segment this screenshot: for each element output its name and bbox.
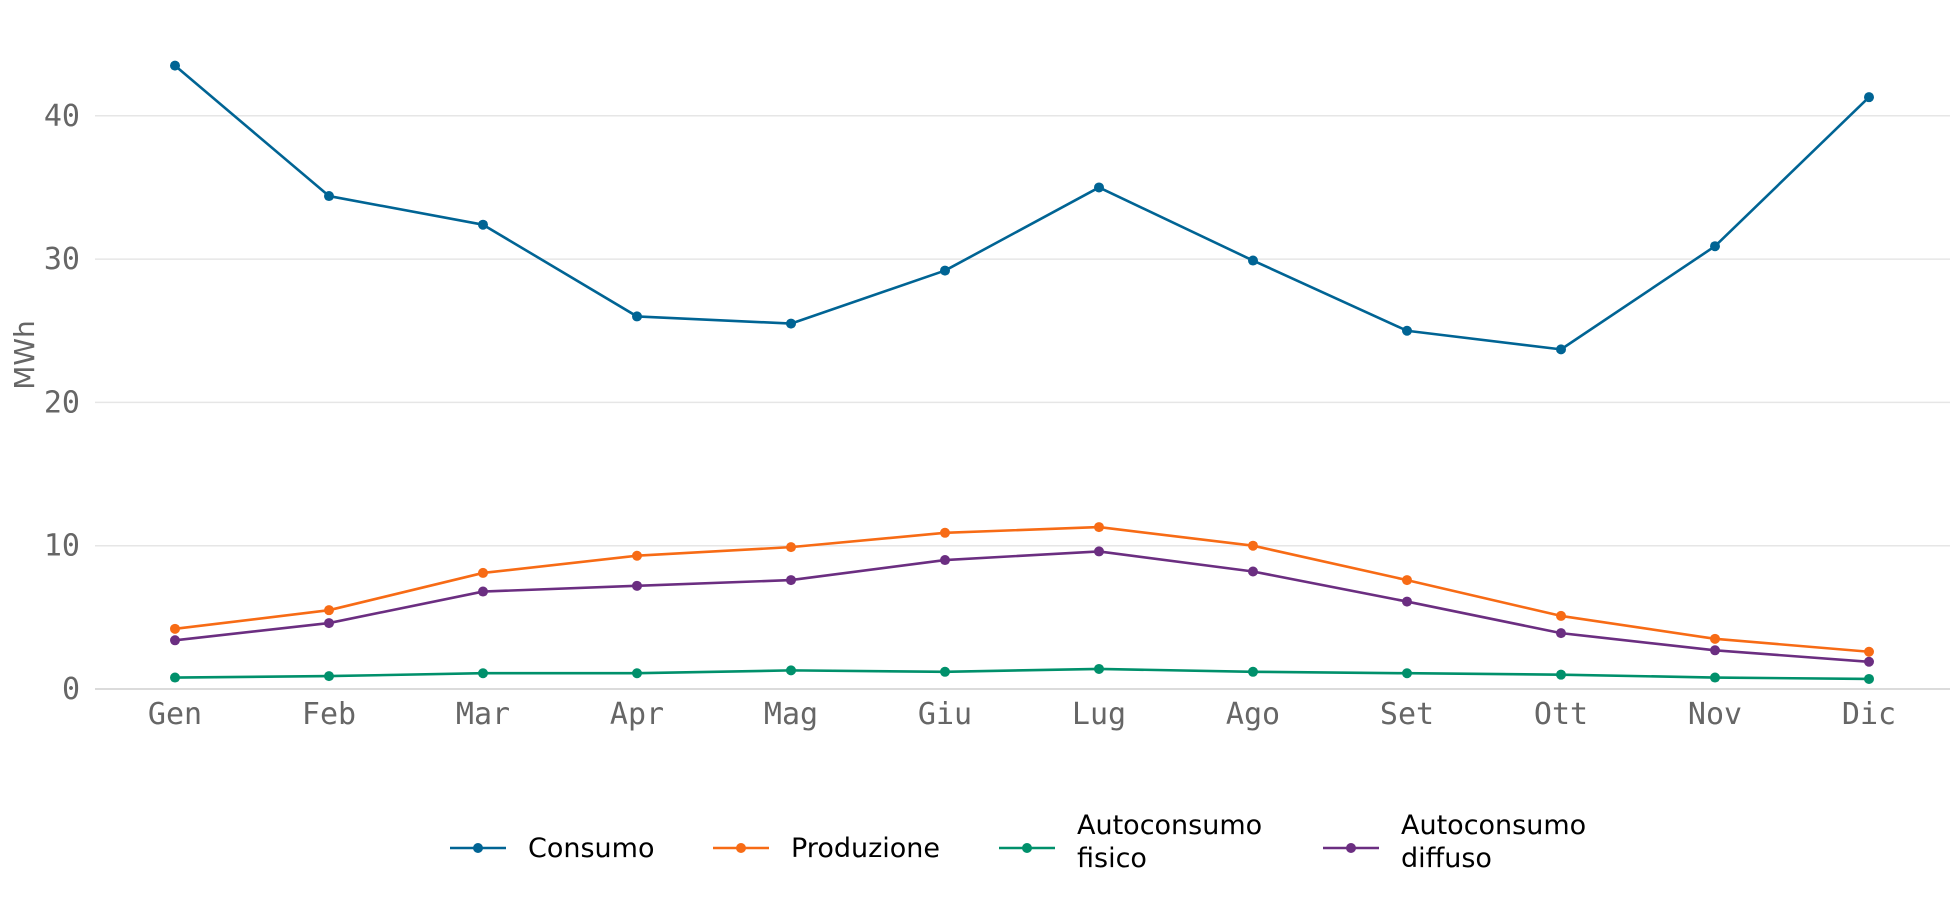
data-point xyxy=(1094,663,1104,674)
data-point xyxy=(324,671,334,682)
data-point xyxy=(1864,673,1874,684)
data-point xyxy=(940,666,950,677)
series-line xyxy=(174,64,1870,351)
data-point xyxy=(1556,344,1566,355)
data-point xyxy=(324,618,334,629)
legend-label: Autoconsumo xyxy=(1077,810,1262,841)
data-point xyxy=(1402,575,1412,586)
data-point xyxy=(786,318,796,329)
y-axis-label: MWh xyxy=(8,320,41,390)
y-tick-label: 40 xyxy=(44,99,80,134)
data-point xyxy=(786,575,796,586)
data-point xyxy=(1094,522,1104,533)
legend-label: diffuso xyxy=(1401,843,1492,874)
data-point xyxy=(1248,566,1258,577)
x-tick-label: Nov xyxy=(1688,697,1742,732)
legend-swatch-marker xyxy=(1346,843,1356,853)
legend-swatch-marker xyxy=(736,843,746,853)
x-tick-label: Dic xyxy=(1842,697,1896,732)
series-3 xyxy=(170,663,1874,684)
x-tick-label: Apr xyxy=(610,697,664,732)
x-tick-label: Ott xyxy=(1534,697,1588,732)
data-point xyxy=(478,567,488,578)
data-point xyxy=(1248,540,1258,551)
x-tick-label: Set xyxy=(1380,697,1434,732)
legend-item: Produzione xyxy=(713,833,940,864)
legend-item: Consumo xyxy=(450,833,654,864)
data-point xyxy=(478,586,488,597)
data-point xyxy=(170,672,180,683)
data-point xyxy=(1248,666,1258,677)
data-point xyxy=(1710,672,1720,683)
x-tick-label: Gen xyxy=(148,697,202,732)
data-point xyxy=(1710,645,1720,656)
data-point xyxy=(170,635,180,646)
y-tick-label: 10 xyxy=(44,529,80,564)
data-point xyxy=(324,605,334,616)
data-point xyxy=(1556,628,1566,639)
data-point xyxy=(1094,182,1104,193)
data-point xyxy=(786,542,796,553)
data-point xyxy=(1864,92,1874,103)
y-tick-label: 0 xyxy=(62,672,80,707)
x-tick-label: Mar xyxy=(456,697,510,732)
data-point xyxy=(632,311,642,322)
x-tick-label: Feb xyxy=(302,697,356,732)
data-point xyxy=(1556,669,1566,680)
series-4 xyxy=(170,546,1874,667)
x-tick-label: Lug xyxy=(1072,697,1126,732)
data-point xyxy=(1094,546,1104,557)
data-point xyxy=(1402,596,1412,607)
data-point xyxy=(478,668,488,679)
y-tick-label: 30 xyxy=(44,242,80,277)
x-tick-label: Ago xyxy=(1226,697,1280,732)
data-point xyxy=(1710,633,1720,644)
data-point xyxy=(632,550,642,561)
x-axis-ticks: Gen Feb Mar Apr Mag Giu Lug Ago Set Ott Nov Dic xyxy=(148,697,1896,732)
data-point xyxy=(1864,646,1874,657)
data-point xyxy=(1710,241,1720,252)
series-1 xyxy=(170,60,1874,355)
data-point xyxy=(170,623,180,634)
x-tick-label: Giu xyxy=(918,697,972,732)
data-point xyxy=(170,60,180,71)
data-point xyxy=(786,665,796,676)
data-point xyxy=(478,219,488,230)
series-line xyxy=(174,550,1870,664)
series-line xyxy=(174,667,1870,681)
legend: Consumo ProduzioneAutoconsumofisicoAutoco… xyxy=(450,810,1586,874)
series-layer xyxy=(170,60,1874,684)
series-line xyxy=(174,525,1870,654)
data-point xyxy=(1864,656,1874,667)
x-tick-label: Mag xyxy=(764,697,818,732)
legend-label: Produzione xyxy=(791,833,940,864)
legend-label: Consumo xyxy=(528,833,654,864)
data-point xyxy=(1402,668,1412,679)
data-point xyxy=(324,191,334,202)
data-point xyxy=(1402,325,1412,336)
legend-swatch-marker xyxy=(1022,843,1032,853)
data-point xyxy=(940,555,950,566)
data-point xyxy=(940,527,950,538)
data-point xyxy=(1556,610,1566,621)
y-tick-label: 20 xyxy=(44,385,80,420)
grid-lines xyxy=(95,115,1950,690)
data-point xyxy=(1248,255,1258,266)
legend-swatch-marker xyxy=(473,843,483,853)
series-2 xyxy=(170,522,1874,657)
legend-label: Autoconsumo xyxy=(1401,810,1586,841)
legend-label: fisico xyxy=(1077,843,1147,874)
data-point xyxy=(632,580,642,591)
y-axis-ticks: 0 10 20 30 40 xyxy=(44,99,80,707)
data-point xyxy=(940,265,950,276)
data-point xyxy=(632,668,642,679)
